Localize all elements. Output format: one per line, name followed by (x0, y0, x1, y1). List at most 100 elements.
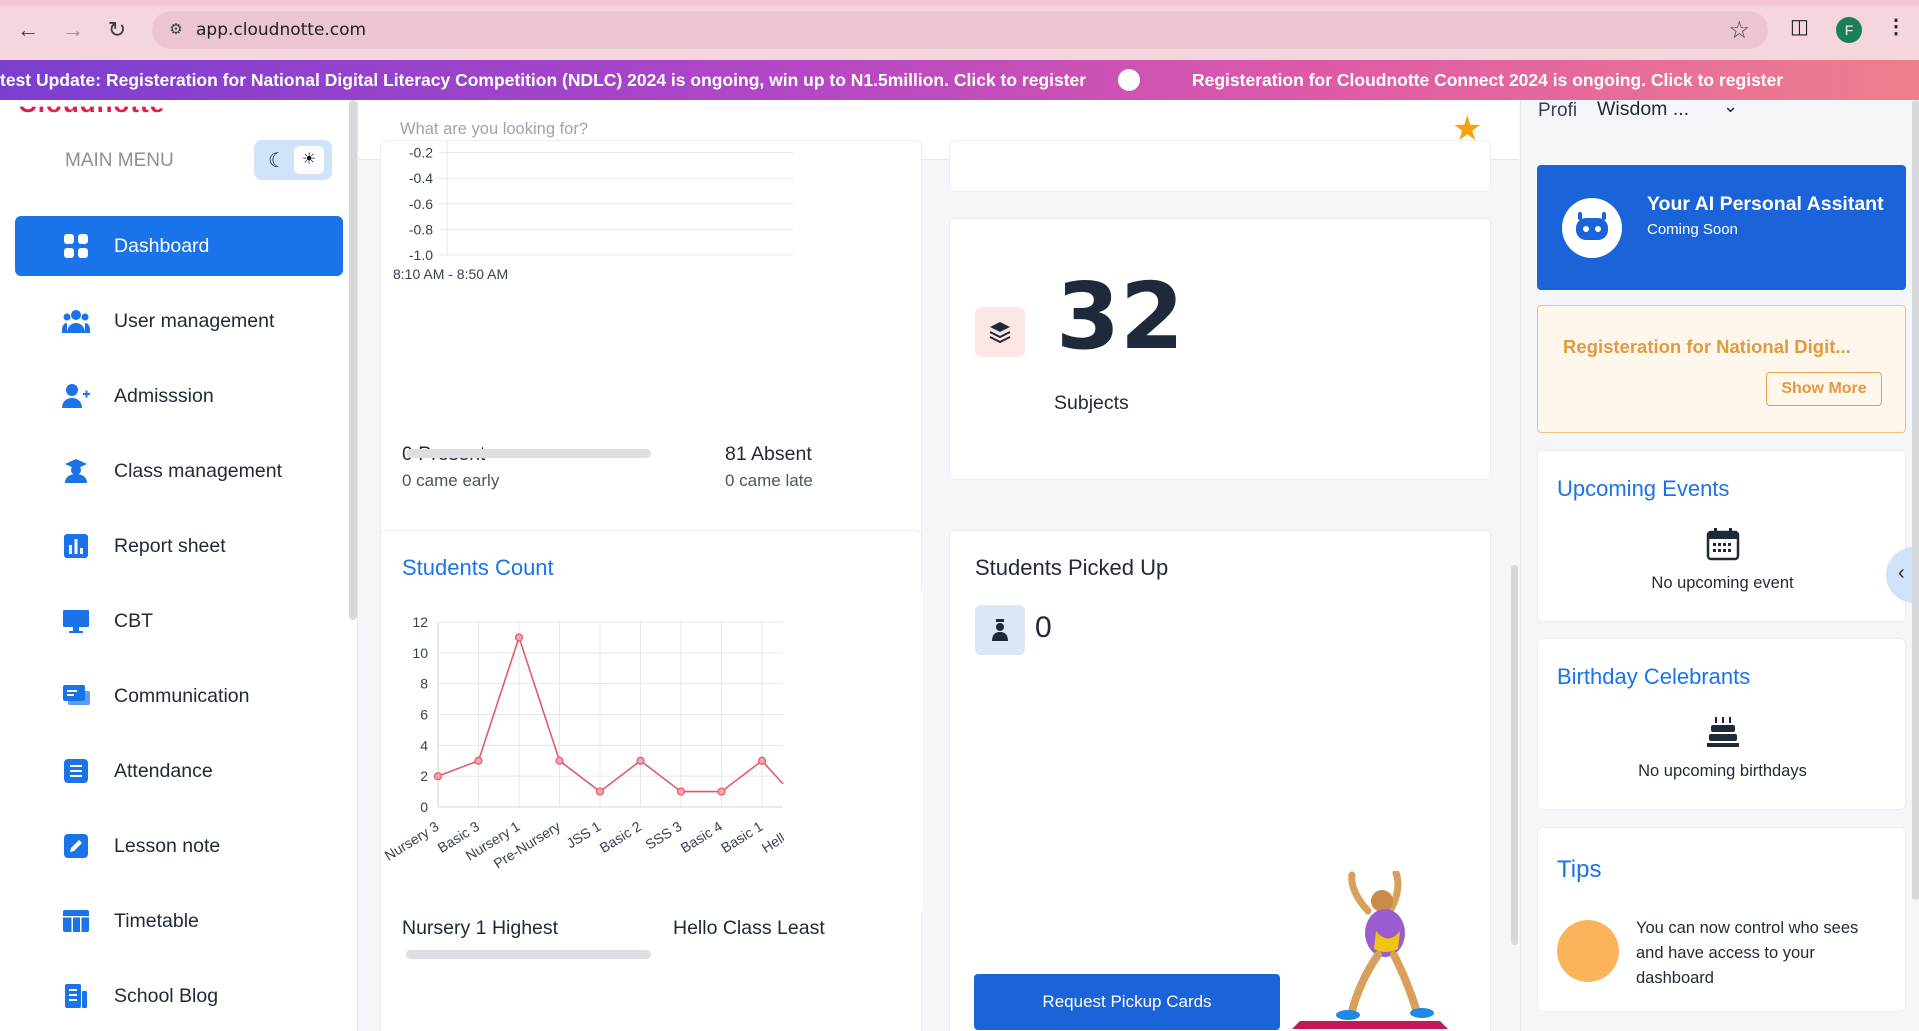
pickup-title: Students Picked Up (975, 555, 1168, 581)
sidebar-item-label: Lesson note (114, 835, 220, 858)
x-tick-label: Basic 4 (678, 818, 726, 856)
sidebar-item-label: Dashboard (114, 235, 209, 258)
grid-icon (62, 232, 90, 260)
browser-profile-avatar[interactable]: F (1836, 17, 1862, 43)
ticker-message-1[interactable]: test Update: Registeration for National … (0, 70, 1086, 91)
chevron-left-icon[interactable]: ‹ (1898, 562, 1905, 585)
request-pickup-cards-button[interactable]: Request Pickup Cards (974, 974, 1280, 1030)
url-text[interactable]: app.cloudnotte.com (196, 20, 366, 40)
forward-icon[interactable]: → (57, 14, 89, 46)
birthday-celebrants-card: Birthday Celebrants No upcoming birthday… (1537, 638, 1906, 810)
sidebar-item-label: User management (114, 310, 274, 333)
list-icon (62, 757, 90, 785)
app-logo[interactable]: Cloudnotte (18, 100, 165, 119)
came-late-count: 0 came late (725, 471, 813, 491)
y-tick-label: -1.0 (409, 247, 433, 263)
sidebar-item-class-management[interactable]: Class management (15, 441, 343, 501)
sidebar-item-school-blog[interactable]: School Blog (15, 966, 343, 1026)
ai-assistant-card[interactable]: Your AI Personal Assitant Coming Soon (1537, 165, 1906, 290)
sidebar-item-communication[interactable]: Communication (15, 666, 343, 726)
moon-icon[interactable]: ☾ (268, 148, 286, 173)
bookmark-star-icon[interactable]: ☆ (1728, 16, 1750, 45)
chart-clip-mask (784, 591, 923, 911)
x-tick-label: Basic 1 (718, 818, 766, 856)
sidebar-item-label: Timetable (114, 910, 199, 933)
menu-title: MAIN MENU (65, 150, 174, 172)
x-tick-label: JSS 1 (563, 818, 603, 851)
sidebar: Cloudnotte MAIN MENU ☾ ☀ Dashboard User … (0, 100, 358, 1031)
subjects-label: Subjects (1054, 392, 1129, 415)
promo-card[interactable]: Registeration for National Digit... Show… (1537, 305, 1906, 433)
attendance-chart-scrollbar[interactable] (406, 449, 651, 458)
sidebar-item-dashboard[interactable]: Dashboard (15, 216, 343, 276)
upcoming-events-card: Upcoming Events No upcoming event (1537, 450, 1906, 622)
tips-card: Tips You can now control who sees and ha… (1537, 827, 1906, 1012)
y-tick-label: -0.8 (409, 221, 433, 237)
bar-chart-icon (62, 532, 90, 560)
highest-class: Nursery 1 Highest (402, 917, 558, 940)
reload-icon[interactable]: ↻ (101, 14, 133, 46)
main-content: What are you looking for? ★ 0-0.2-0.4-0.… (359, 100, 1519, 1031)
users-icon (62, 307, 90, 335)
pencil-icon (62, 832, 90, 860)
pickup-count: 0 (1035, 611, 1052, 645)
birthday-celebrants-title: Birthday Celebrants (1557, 664, 1750, 690)
table-icon (62, 907, 90, 935)
y-tick-label: -0.6 (409, 196, 433, 212)
y-tick-label: 12 (412, 614, 428, 630)
sidebar-item-label: CBT (114, 610, 153, 633)
y-tick-label: 0 (420, 799, 428, 815)
data-point (475, 757, 482, 764)
y-tick-label: -0.2 (409, 145, 433, 161)
monitor-icon (62, 607, 90, 635)
subjects-count: 32 (1056, 263, 1184, 370)
data-point (435, 773, 442, 780)
ai-title: Your AI Personal Assitant (1647, 193, 1884, 216)
data-point (556, 757, 563, 764)
sidebar-item-timetable[interactable]: Timetable (15, 891, 343, 951)
pickup-card: Students Picked Up 0 (949, 530, 1491, 1031)
browser-menu-icon[interactable]: ⋮ (1886, 14, 1906, 39)
right-panel-scrollbar[interactable] (1912, 100, 1919, 900)
ticker-message-2[interactable]: Registeration for Cloudnotte Connect 202… (1192, 70, 1783, 91)
dancing-figure-illustration (1290, 871, 1460, 1031)
data-point (516, 634, 523, 641)
y-tick-label: 8 (420, 676, 428, 692)
sidebar-item-lesson-note[interactable]: Lesson note (15, 816, 343, 876)
theme-toggle[interactable]: ☾ ☀ (254, 140, 332, 180)
y-tick-label: 10 (412, 645, 428, 661)
tips-title: Tips (1557, 856, 1601, 884)
show-more-button[interactable]: Show More (1766, 372, 1882, 406)
summary-card (949, 140, 1491, 192)
came-early-count: 0 came early (402, 471, 499, 491)
x-tick-label: 8:10 AM - 8:50 AM (393, 266, 508, 282)
subjects-card: 32 Subjects (949, 218, 1491, 480)
profile-image[interactable]: Profi (1538, 100, 1578, 130)
cake-icon (1706, 715, 1740, 749)
ticker-separator-dot (1118, 69, 1140, 91)
promo-text: Registeration for National Digit... (1563, 336, 1851, 358)
main-scrollbar[interactable] (1511, 565, 1518, 945)
browser-toolbar: ← → ↻ ⚙ app.cloudnotte.com ☆ ◫ F ⋮ (0, 0, 1919, 60)
sidebar-item-cbt[interactable]: CBT (15, 591, 343, 651)
tips-avatar (1557, 920, 1619, 982)
announcement-ticker[interactable]: test Update: Registeration for National … (0, 60, 1919, 100)
user-name[interactable]: Wisdom ... (1597, 100, 1689, 121)
sidebar-scrollbar[interactable] (349, 100, 357, 620)
address-bar[interactable]: ⚙ app.cloudnotte.com ☆ (152, 11, 1768, 49)
sidebar-item-label: Communication (114, 685, 249, 708)
sidebar-item-attendance[interactable]: Attendance (15, 741, 343, 801)
sidebar-item-user-management[interactable]: User management (15, 291, 343, 351)
students-chart-scrollbar[interactable] (406, 950, 651, 959)
sidebar-item-admission[interactable]: Admisssion (15, 366, 343, 426)
person-badge-icon (975, 605, 1025, 655)
back-icon[interactable]: ← (12, 14, 44, 46)
search-input[interactable]: What are you looking for? (400, 120, 588, 139)
chevron-down-icon[interactable]: ⌄ (1723, 100, 1738, 117)
absent-count: 81 Absent (725, 443, 812, 466)
site-settings-icon[interactable]: ⚙ (166, 20, 186, 40)
side-panel-icon[interactable]: ◫ (1790, 14, 1809, 39)
data-point (597, 788, 604, 795)
sun-icon[interactable]: ☀ (294, 146, 324, 174)
sidebar-item-report-sheet[interactable]: Report sheet (15, 516, 343, 576)
